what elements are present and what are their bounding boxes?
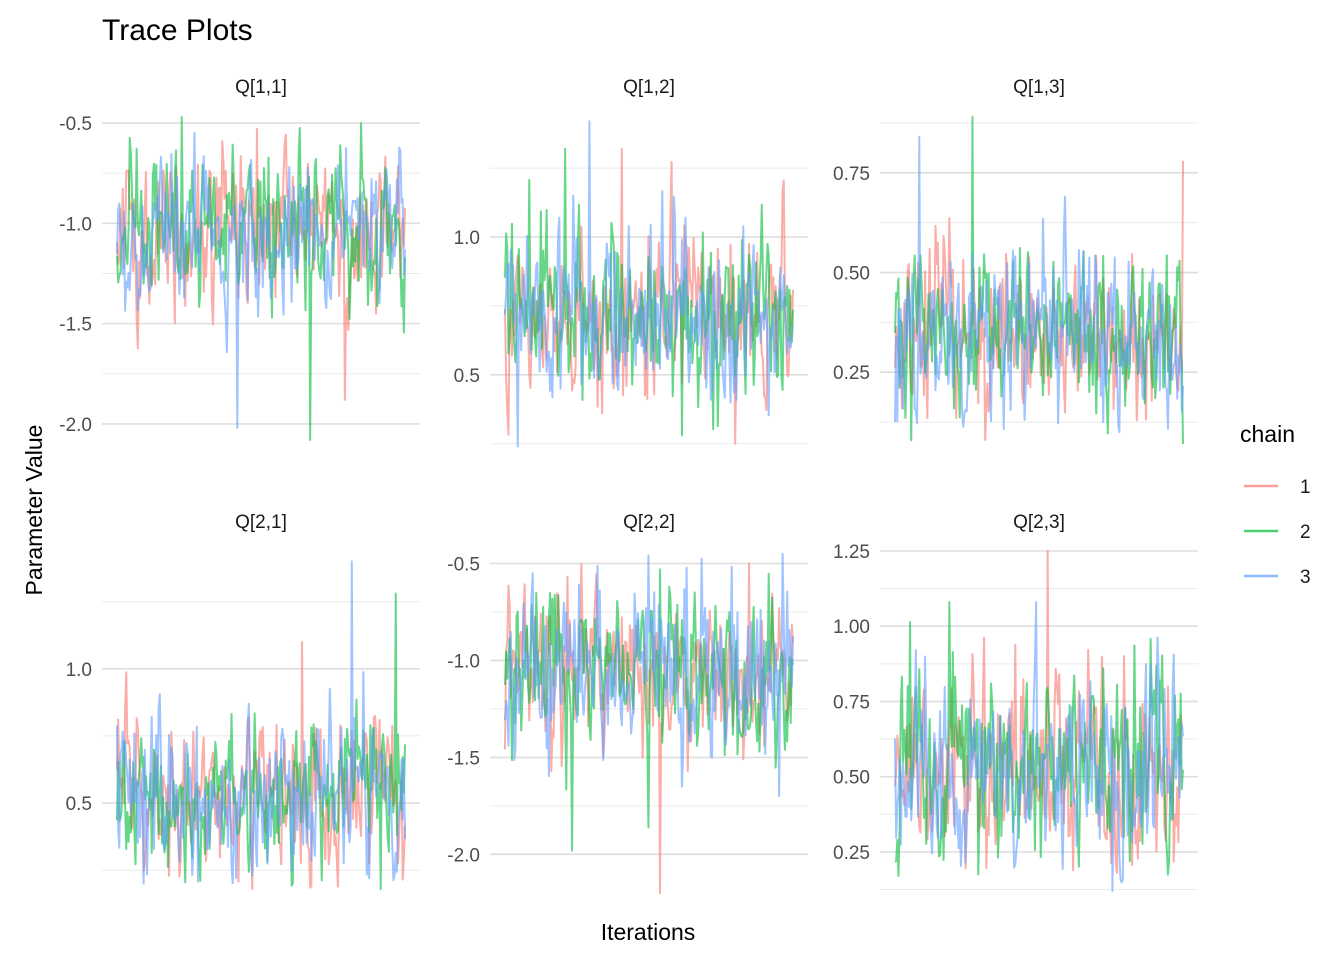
- y-tick-label: -0.5: [447, 555, 480, 576]
- facet-strip-label: Q[2,1]: [235, 512, 287, 533]
- y-axis-label: Parameter Value: [21, 425, 47, 596]
- trace-line-chain-3: [894, 601, 1184, 892]
- y-tick-label: 1.25: [833, 542, 870, 563]
- facet-panel: 1.0 0.5 Q[2,1]: [66, 512, 420, 890]
- facet-strip-label: Q[2,3]: [1013, 512, 1065, 533]
- trace-line-chain-3: [894, 135, 1184, 434]
- facet-panel: -0.5 -1.0 -1.5 -2.0 Q[1,1]: [59, 77, 420, 441]
- legend-label-chain-3: 3: [1300, 567, 1311, 588]
- facet-panel: 1.0 0.5 Q[1,2]: [454, 77, 808, 448]
- trace-line-chain-2: [894, 601, 1184, 877]
- y-tick-label: 0.25: [833, 363, 870, 384]
- y-tick-label: 1.0: [66, 660, 92, 681]
- y-tick-label: -0.5: [59, 114, 92, 135]
- legend-label-chain-2: 2: [1300, 522, 1311, 543]
- trace-line-chain-3: [116, 560, 406, 885]
- y-tick-label: 0.75: [833, 164, 870, 185]
- y-tick-label: -2.0: [447, 845, 480, 866]
- chart-title: Trace Plots: [102, 14, 253, 47]
- facet-strip-label: Q[1,1]: [235, 77, 287, 98]
- y-tick-label: 0.5: [454, 366, 480, 387]
- trace-line-chain-3: [504, 120, 794, 448]
- facet-panel: -0.5 -1.0 -1.5 -2.0 Q[2,2]: [447, 512, 808, 895]
- y-tick-label: 0.25: [833, 843, 870, 864]
- y-tick-label: -1.5: [59, 315, 92, 336]
- legend-label-chain-1: 1: [1300, 477, 1311, 498]
- trace-line-chain-3: [504, 552, 794, 798]
- facet-panel: 0.75 0.50 0.25 Q[1,3]: [833, 77, 1198, 445]
- facet-strip-label: Q[1,2]: [623, 77, 675, 98]
- facet-strip-label: Q[2,2]: [623, 512, 675, 533]
- y-tick-label: 0.50: [833, 768, 870, 789]
- trace-line-chain-1: [116, 640, 406, 890]
- facet-panels: -0.5-1.0-1.5-2.0Q[1,1]1.00.5Q[1,2]0.750.…: [59, 77, 1198, 895]
- y-tick-label: 0.5: [66, 794, 92, 815]
- y-tick-label: -1.0: [447, 651, 480, 672]
- x-axis-label: Iterations: [601, 919, 696, 945]
- y-tick-label: 0.50: [833, 264, 870, 285]
- trace-line-chain-3: [116, 132, 406, 429]
- y-tick-label: -1.5: [447, 748, 480, 769]
- legend-items: 1 2 3: [1244, 477, 1311, 588]
- y-tick-label: -1.0: [59, 214, 92, 235]
- legend: chain 1 2 3: [1240, 421, 1311, 588]
- facet-panel: 1.25 1.00 0.75 0.50 0.25 Q[2,3]: [833, 512, 1198, 892]
- y-tick-label: 0.75: [833, 692, 870, 713]
- y-tick-label: 1.0: [454, 228, 480, 249]
- y-tick-label: 1.00: [833, 617, 870, 638]
- facet-strip-label: Q[1,3]: [1013, 77, 1065, 98]
- y-tick-label: -2.0: [59, 415, 92, 436]
- legend-title: chain: [1240, 421, 1295, 447]
